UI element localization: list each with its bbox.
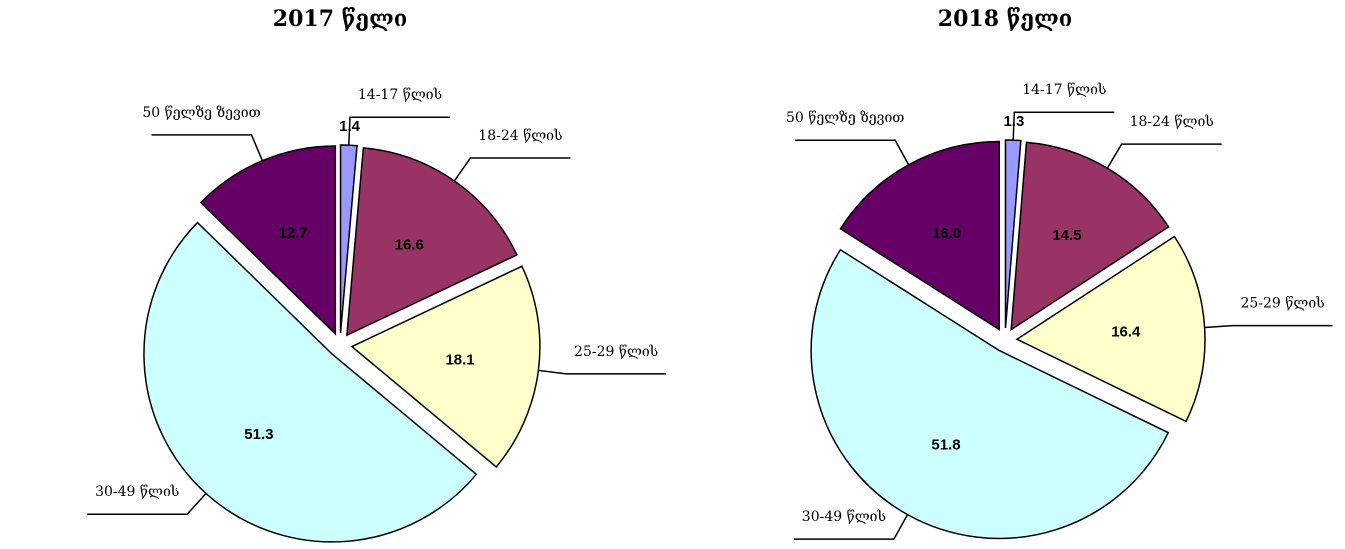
- chart-title: 2018 წელი: [938, 6, 1072, 32]
- category-label: 18-24 წლის: [478, 127, 562, 144]
- category-label: 14-17 წლის: [1022, 81, 1106, 98]
- data-label: 16.6: [395, 237, 424, 254]
- pie-slice: [1010, 141, 1170, 332]
- leader-line: [348, 116, 451, 146]
- category-label: 30-49 წლის: [802, 508, 886, 525]
- category-label: 25-29 წლის: [574, 343, 658, 360]
- pie-slice: [346, 147, 518, 337]
- leader-line: [151, 134, 264, 161]
- leader-line: [795, 139, 910, 166]
- pie-slice: [143, 221, 478, 543]
- leader-line: [538, 369, 667, 375]
- category-label: 30-49 წლის: [95, 483, 179, 500]
- leader-line: [453, 157, 571, 182]
- leader-line: [1106, 143, 1222, 169]
- pie-slice: [350, 265, 541, 468]
- data-label: 16.4: [1111, 323, 1141, 340]
- data-label: 51.3: [244, 426, 273, 443]
- data-label: 14.5: [1052, 227, 1081, 244]
- category-label: 50 წელზე ზევით: [142, 104, 260, 121]
- category-label: 50 წელზე ზევით: [786, 109, 904, 126]
- category-label: 14-17 წლის: [358, 86, 442, 103]
- leader-line: [87, 492, 207, 515]
- category-label: 25-29 წლის: [1240, 295, 1324, 312]
- pie-slice: [1015, 235, 1206, 423]
- leader-line: [793, 514, 909, 540]
- chart-title: 2017 წელი: [273, 6, 407, 32]
- data-label: 18.1: [445, 351, 474, 368]
- pie-slice: [1004, 139, 1022, 329]
- leader-line: [1204, 324, 1333, 329]
- pie-slice: [339, 144, 358, 334]
- leader-line: [1012, 111, 1115, 141]
- pie-slice: [839, 140, 1000, 331]
- data-label: 12.7: [278, 224, 307, 241]
- data-label: 51.8: [931, 437, 960, 454]
- data-label: 16.0: [932, 225, 961, 242]
- category-label: 18-24 წლის: [1130, 113, 1214, 130]
